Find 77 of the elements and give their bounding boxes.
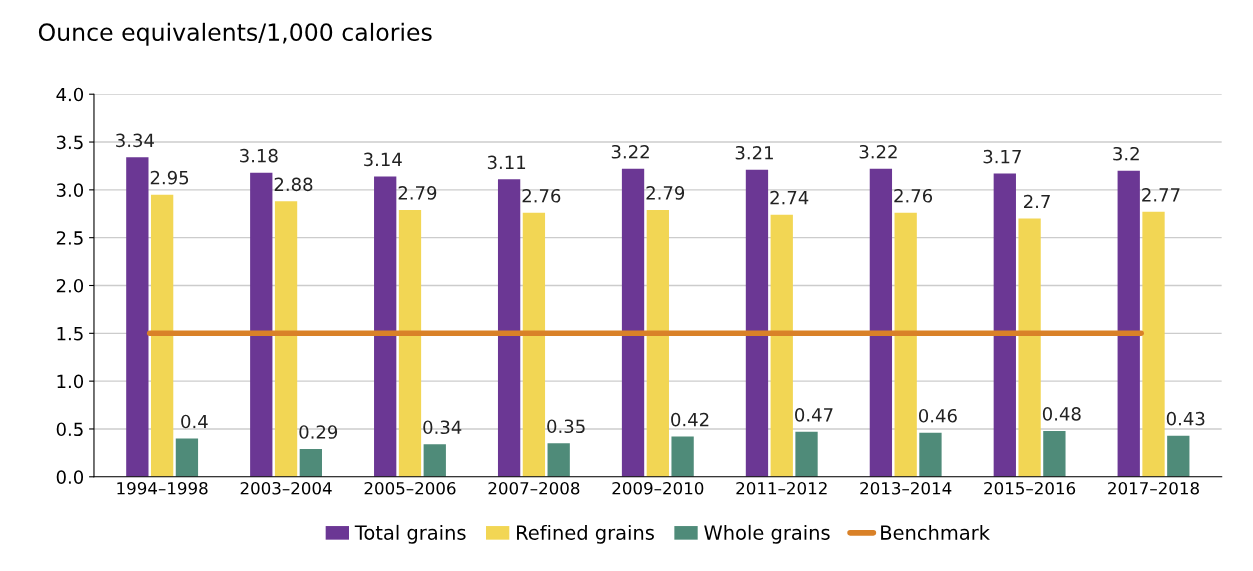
- data-label: 0.4: [181, 414, 208, 429]
- bar: [671, 436, 694, 477]
- data-label: 0.42: [671, 412, 709, 427]
- bar: [398, 209, 422, 477]
- data-label: 2.7: [1024, 194, 1050, 209]
- bar: [374, 176, 397, 477]
- bar: [522, 212, 546, 477]
- legend-label: Total grains: [354, 524, 466, 544]
- y-tick-label: 2.5: [56, 231, 83, 245]
- data-label: 0.29: [299, 425, 338, 439]
- y-tick-label: 1.0: [57, 374, 84, 389]
- data-label: 3.2: [1113, 146, 1139, 161]
- y-tick-label: 0.5: [56, 422, 83, 437]
- data-label: 2.88: [274, 177, 313, 192]
- bar: [745, 169, 769, 477]
- data-label: 3.21: [735, 145, 773, 160]
- legend-label: Refined grains: [517, 524, 654, 544]
- data-label: 3.22: [611, 144, 649, 159]
- data-label: 3.22: [859, 144, 897, 159]
- bar: [423, 444, 446, 477]
- data-label: 2.76: [894, 188, 933, 203]
- data-label: 2.76: [522, 188, 561, 203]
- chart-title: Ounce equivalents/1,000 calories: [38, 22, 432, 46]
- x-tick-label: 2015–2016: [984, 481, 1076, 495]
- y-tick-label: 4.0: [56, 87, 84, 102]
- bar: [993, 173, 1016, 477]
- bar: [299, 449, 322, 477]
- bar: [646, 209, 669, 477]
- legend-label: Whole grains: [704, 524, 830, 544]
- bar: [770, 214, 793, 477]
- y-tick-label: 3.5: [56, 135, 83, 150]
- data-label: 2.79: [398, 186, 437, 200]
- data-label: 3.14: [363, 152, 402, 167]
- legend-label: Benchmark: [881, 524, 990, 540]
- y-tick-label: 2.0: [56, 278, 84, 293]
- x-tick-label: 1994–1998: [117, 481, 208, 495]
- bar: [497, 179, 521, 477]
- data-label: 2.77: [1142, 188, 1180, 202]
- bar: [1043, 430, 1066, 477]
- bar: [1142, 211, 1165, 477]
- bar: [894, 212, 917, 477]
- data-label: 2.74: [770, 190, 809, 205]
- bar: [621, 168, 645, 477]
- bar: [250, 172, 273, 477]
- x-tick-label: 2007–2008: [488, 481, 580, 495]
- bar: [1117, 170, 1140, 477]
- data-label: 2.95: [150, 170, 189, 185]
- bar: [1167, 435, 1190, 477]
- bar: [126, 157, 149, 477]
- x-tick-label: 2017–2018: [1108, 481, 1199, 495]
- bar: [795, 431, 818, 477]
- bar: [919, 432, 942, 477]
- y-tick-label: 1.5: [57, 327, 83, 341]
- data-label: 0.48: [1042, 407, 1081, 421]
- x-tick-label: 2003–2004: [240, 481, 332, 495]
- x-tick-label: 2005–2006: [364, 481, 456, 495]
- bar: [150, 194, 174, 477]
- x-tick-label: 2009–2010: [612, 481, 704, 495]
- data-label: 3.18: [240, 148, 278, 163]
- data-label: 3.34: [116, 133, 154, 148]
- data-label: 0.47: [795, 407, 833, 422]
- data-label: 3.11: [487, 155, 526, 170]
- y-tick-label: 0.0: [56, 470, 84, 484]
- bar: [175, 438, 199, 477]
- data-label: 0.34: [423, 420, 462, 435]
- data-label: 0.46: [918, 408, 957, 423]
- bar: [1018, 218, 1041, 477]
- data-label: 2.79: [646, 186, 685, 200]
- data-label: 3.17: [983, 149, 1021, 164]
- y-tick-label: 3.0: [56, 183, 84, 197]
- bar: [274, 201, 298, 477]
- bar: [547, 443, 570, 477]
- bar: [869, 168, 893, 477]
- data-label: 0.35: [547, 419, 585, 434]
- data-label: 0.43: [1166, 411, 1205, 426]
- x-tick-label: 2013–2014: [860, 481, 952, 495]
- x-tick-label: 2011–2012: [736, 481, 827, 495]
